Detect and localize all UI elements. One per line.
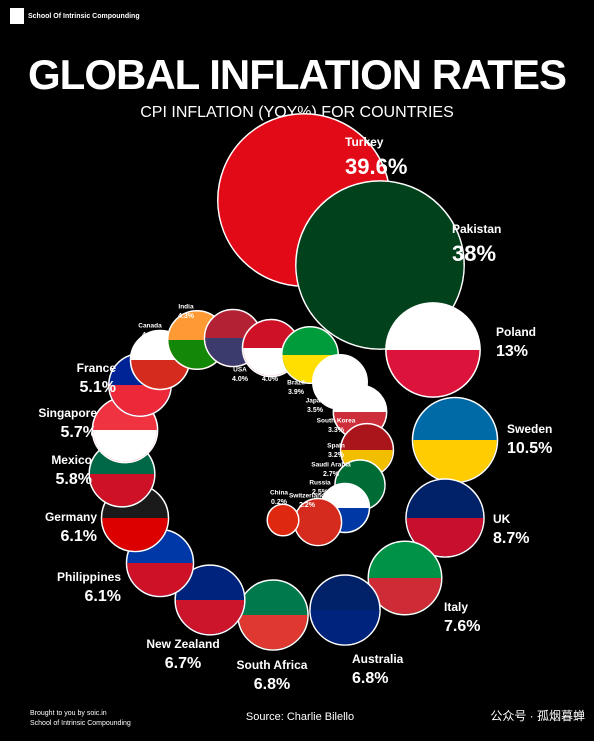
country-label: Japan	[306, 398, 325, 405]
value-label: 5.8%	[56, 471, 92, 488]
value-label: 6.7%	[165, 655, 201, 672]
logo: School Of Intrinsic Compounding	[28, 13, 140, 20]
country-label: Canada	[138, 323, 162, 330]
country-label: Italy	[444, 600, 468, 614]
value-label: 2.5%	[312, 489, 329, 496]
watermark: 公众号 · 孤烟暮蝉	[490, 709, 585, 723]
country-label: USA	[233, 367, 247, 374]
flag-stripe	[310, 610, 380, 645]
country-label: France	[77, 361, 117, 375]
value-label: 13%	[496, 343, 528, 360]
country-label: Spain	[327, 443, 345, 450]
value-label: 39.6%	[345, 154, 407, 179]
chart-subtitle: CPI INFLATION (YOY%) FOR COUNTRIES	[140, 104, 454, 121]
value-label: 5.1%	[80, 379, 116, 396]
country-label: Russia	[309, 480, 331, 487]
country-label: Sweden	[507, 422, 552, 436]
country-label: India	[178, 304, 194, 311]
country-label: Brazil	[287, 380, 305, 387]
value-label: 0.2%	[271, 499, 288, 506]
value-label: 2.2%	[299, 502, 316, 509]
flag-stripe	[406, 518, 484, 557]
country-label: New Zealand	[146, 637, 219, 651]
flag-stripe	[89, 474, 155, 507]
value-label: 2.7%	[323, 471, 340, 478]
country-label: Indonesia	[255, 367, 286, 374]
labels: Turkey 39.6% Pakistan 38% Poland 13% Sweden 10.…	[38, 135, 552, 693]
flag-stripe	[238, 615, 308, 650]
value-label: 10.5%	[507, 440, 552, 457]
value-label: 3.3%	[328, 427, 345, 434]
country-label: Poland	[496, 325, 536, 339]
value-label: 4.0%	[232, 376, 249, 383]
country-label: Mexico	[51, 453, 92, 467]
value-label: 5.7%	[61, 424, 97, 441]
country-label: Pakistan	[452, 222, 501, 236]
flag-stripe	[413, 440, 497, 482]
value-label: 3.5%	[307, 407, 324, 414]
value-label: 6.8%	[254, 676, 290, 693]
country-label: Saudi Arabia	[311, 462, 351, 469]
country-label: Australia	[352, 652, 404, 666]
logo-icon	[10, 8, 24, 24]
country-label: Germany	[45, 510, 97, 524]
credit-org: School of Intrinsic Compounding	[30, 720, 131, 727]
source: Source: Charlie Bilello	[246, 711, 354, 723]
flag-stripe	[369, 578, 441, 614]
flag-stripe	[102, 518, 168, 551]
bubbles	[88, 113, 499, 651]
country-label: Turkey	[345, 135, 384, 149]
country-label: South Korea	[317, 418, 356, 425]
value-label: 4.4%	[142, 332, 159, 339]
value-label: 6.8%	[352, 670, 388, 687]
flag-stripe	[93, 430, 157, 462]
value-label: 3.2%	[328, 452, 345, 459]
value-label: 38%	[452, 241, 496, 266]
flag-stripe	[386, 350, 480, 397]
flag-stripe	[267, 520, 299, 536]
flag-stripe	[175, 600, 245, 635]
country-label: Philippines	[57, 570, 121, 584]
value-label: 6.1%	[85, 588, 121, 605]
value-label: 6.1%	[61, 528, 97, 545]
value-label: 4.0%	[262, 376, 279, 383]
flag-stripe	[127, 563, 193, 596]
flag-stripe	[295, 522, 341, 545]
credit: Brought to you by soic.in	[30, 710, 107, 717]
flag-stripe	[131, 360, 189, 389]
country-label: China	[270, 490, 288, 497]
country-label: UK	[493, 512, 511, 526]
country-label: Switzerland	[289, 493, 325, 500]
value-label: 3.9%	[288, 389, 305, 396]
country-label: South Africa	[237, 658, 308, 672]
flag-stripe	[109, 385, 171, 416]
country-label: Singapore	[38, 406, 97, 420]
value-label: 8.7%	[493, 530, 529, 547]
value-label: 7.6%	[444, 618, 480, 635]
value-label: 4.3%	[178, 313, 195, 320]
chart-title: GLOBAL INFLATION RATES	[28, 51, 566, 98]
